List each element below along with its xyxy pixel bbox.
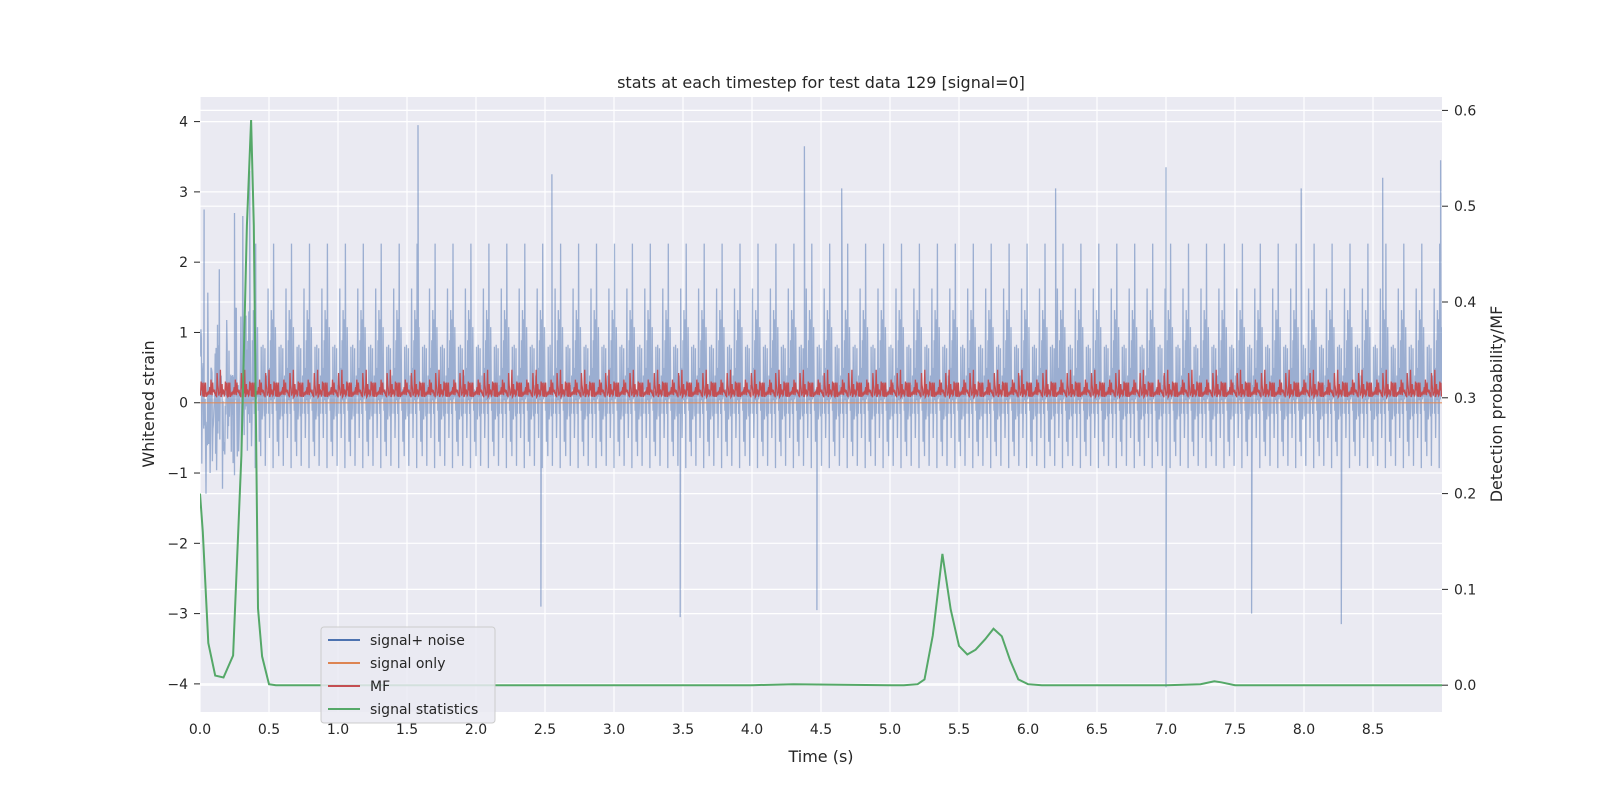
y2-axis-ticks: 0.0 0.1 0.2 0.3 0.4 0.5 0.6	[1442, 103, 1476, 694]
y-tick-label: 1	[179, 325, 188, 341]
y2-tick-label: 0.6	[1454, 103, 1476, 119]
x-axis-label: Time (s)	[787, 747, 853, 766]
x-tick-label: 4.5	[810, 722, 832, 738]
x-axis-ticks: 0.0 0.5 1.0 1.5 2.0 2.5 3.0 3.5 4.0 4.5 5.0 5.5 6.0 6…	[189, 722, 1384, 738]
x-tick-label: 2.0	[465, 722, 487, 738]
x-tick-label: 0.5	[258, 722, 280, 738]
y2-tick-label: 0.1	[1454, 582, 1476, 598]
y2-tick-label: 0.3	[1454, 391, 1476, 407]
y2-tick-label: 0.4	[1454, 295, 1476, 311]
x-tick-label: 1.5	[396, 722, 418, 738]
y2-tick-label: 0.2	[1454, 487, 1476, 503]
x-tick-label: 3.0	[603, 722, 625, 738]
chart-title: stats at each timestep for test data 129…	[617, 73, 1025, 92]
y2-tick-label: 0.5	[1454, 199, 1476, 215]
legend: signal+ noise signal only MF signal stat…	[320, 626, 496, 724]
x-tick-label: 3.5	[672, 722, 694, 738]
legend-label-signal-noise: signal+ noise	[370, 633, 465, 649]
y-tick-label: 3	[179, 185, 188, 201]
x-tick-label: 6.0	[1017, 722, 1039, 738]
x-tick-label: 7.5	[1224, 722, 1246, 738]
series-layer	[200, 119, 1442, 688]
y-axis-ticks: −4 −3 −2 −1 0 1 2 3 4	[167, 115, 200, 693]
x-tick-label: 1.0	[327, 722, 349, 738]
x-tick-label: 4.0	[741, 722, 763, 738]
y2-axis-label: Detection probability/MF	[1487, 306, 1506, 503]
series-signal-statistics	[200, 119, 1442, 687]
x-tick-label: 6.5	[1086, 722, 1108, 738]
series-signal-noise	[200, 125, 1442, 688]
x-tick-label: 5.5	[948, 722, 970, 738]
x-tick-label: 2.5	[534, 722, 556, 738]
x-tick-label: 5.0	[879, 722, 901, 738]
y-tick-label: 2	[179, 255, 188, 271]
y-tick-label: −1	[167, 466, 188, 482]
y-tick-label: −3	[167, 607, 188, 623]
y-tick-label: 4	[179, 115, 188, 131]
legend-box	[320, 626, 496, 724]
y-axis-label: Whitened strain	[139, 340, 158, 467]
x-tick-label: 0.0	[189, 722, 211, 738]
legend-label-mf: MF	[370, 679, 390, 695]
x-tick-label: 8.5	[1362, 722, 1384, 738]
y-tick-label: 0	[179, 396, 188, 412]
plot-series	[200, 119, 1442, 688]
y2-tick-label: 0.0	[1454, 678, 1476, 694]
y-tick-label: −4	[167, 677, 188, 693]
legend-label-signal-only: signal only	[370, 656, 445, 672]
x-tick-label: 7.0	[1155, 722, 1177, 738]
series-mf	[200, 369, 1442, 400]
y-tick-label: −2	[167, 536, 188, 552]
x-tick-label: 8.0	[1293, 722, 1315, 738]
legend-label-signal-statistics: signal statistics	[370, 702, 478, 718]
